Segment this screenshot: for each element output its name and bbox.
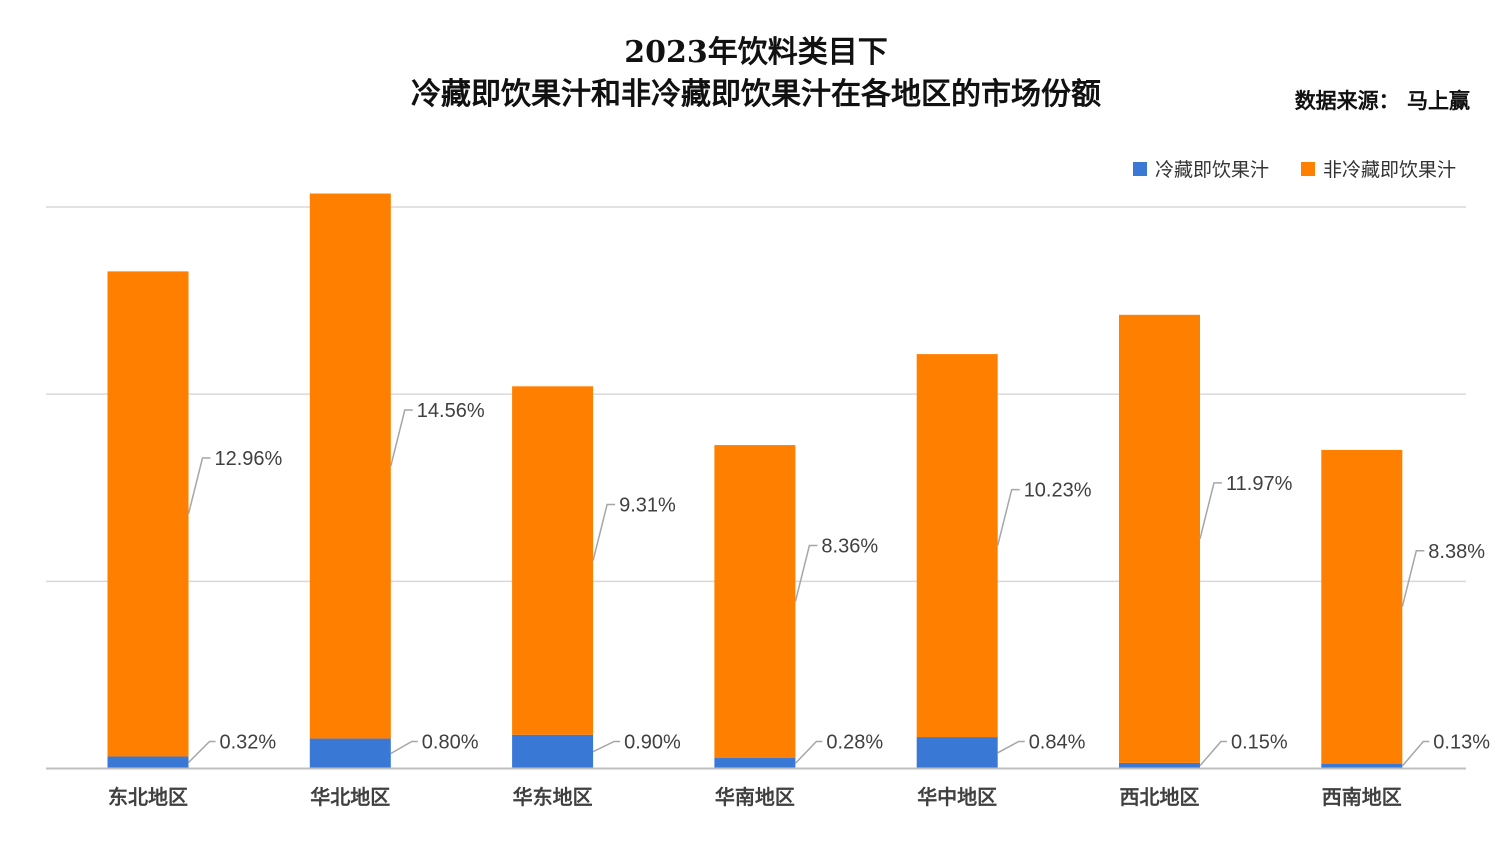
x-tick-label-5: 华中地区 [917, 785, 997, 809]
data-label-chilled-2: 0.80% [422, 732, 479, 754]
bar-ambient-5 [916, 354, 998, 738]
bars [107, 193, 1403, 769]
data-label-chilled-4: 0.28% [826, 732, 883, 754]
bar-chilled-4 [714, 758, 796, 769]
x-axis-ticks: 东北地区 华北地区 华东地区 华南地区 华中地区 西北地区 西南地区 [108, 785, 1402, 809]
data-label-ambient-4: 8.36% [821, 536, 878, 558]
x-tick-label-2: 华北地区 [310, 785, 390, 809]
bar-chilled-5 [916, 737, 998, 769]
bar-chilled-2 [309, 738, 391, 769]
x-tick-label-6: 西北地区 [1120, 785, 1200, 809]
chart-title-line-1: 2023年饮料类目下 [624, 35, 888, 70]
x-tick-label-7: 西南地区 [1322, 785, 1402, 809]
leader-ambient-7 [1401, 550, 1425, 607]
data-label-ambient-6: 11.97% [1226, 473, 1293, 495]
leader-chilled-6 [1199, 740, 1227, 767]
legend-swatch-chilled-juice [1133, 162, 1147, 176]
legend-label-ambient-juice: 非冷藏即饮果汁 [1323, 159, 1456, 181]
leader-chilled-7 [1401, 740, 1430, 767]
data-label-ambient-5: 10.23% [1024, 480, 1092, 502]
bar-ambient-6 [1119, 314, 1200, 763]
x-tick-label-1: 东北地区 [108, 785, 188, 809]
data-label-chilled-1: 0.32% [220, 732, 277, 754]
bar-ambient-2 [309, 193, 391, 739]
bar-chilled-1 [107, 756, 189, 769]
leader-ambient-4 [794, 544, 818, 602]
leader-chilled-1 [187, 740, 216, 764]
leader-ambient-2 [390, 409, 413, 467]
legend-swatch-ambient-juice [1301, 162, 1315, 176]
bar-chilled-3 [512, 734, 594, 769]
bar-ambient-4 [714, 445, 796, 759]
x-tick-label-4: 华南地区 [715, 785, 795, 809]
data-source-note: 数据来源： 马上赢 [1295, 88, 1470, 113]
data-label-chilled-7: 0.13% [1433, 732, 1490, 754]
data-labels: 0.32% 12.96% 0.80% 14.56% 0.90% 9.31% 0.28% 8.3… [187, 400, 1490, 767]
leader-ambient-3 [592, 503, 616, 561]
legend-label-chilled-juice: 冷藏即饮果汁 [1155, 159, 1269, 181]
leader-chilled-5 [997, 740, 1025, 754]
data-label-ambient-2: 14.56% [417, 400, 485, 422]
data-label-ambient-1: 12.96% [215, 448, 283, 470]
bar-ambient-7 [1321, 449, 1403, 764]
bar-chilled-7 [1321, 763, 1403, 769]
leader-ambient-6 [1199, 482, 1222, 540]
bar-ambient-1 [107, 271, 189, 757]
legend: 冷藏即饮果汁 非冷藏即饮果汁 [1133, 159, 1456, 181]
leader-chilled-3 [592, 740, 621, 753]
data-label-ambient-3: 9.31% [619, 495, 676, 517]
leader-ambient-1 [187, 457, 211, 515]
leader-chilled-2 [390, 740, 418, 755]
data-label-chilled-6: 0.15% [1231, 732, 1288, 754]
x-tick-label-3: 华东地区 [513, 785, 593, 809]
data-label-ambient-7: 8.38% [1428, 541, 1485, 563]
bar-ambient-3 [512, 386, 594, 735]
data-label-chilled-3: 0.90% [624, 732, 681, 754]
chart-title-line-2: 冷藏即饮果汁和非冷藏即饮果汁在各地区的市场份额 [411, 77, 1101, 112]
leader-chilled-4 [794, 740, 823, 764]
data-label-chilled-5: 0.84% [1029, 732, 1086, 754]
bar-chilled-6 [1119, 762, 1200, 769]
leader-ambient-5 [996, 488, 1020, 546]
